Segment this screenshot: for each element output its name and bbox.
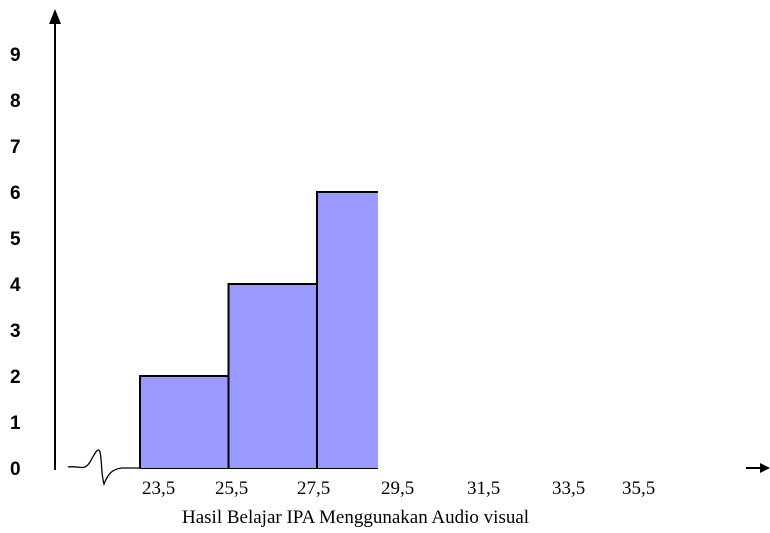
x-tick-label-6: 35,5 [622,478,655,499]
histogram-bars [139,191,378,468]
x-tick-label-0: 23,5 [142,478,175,499]
x-tick-label-5: 33,5 [552,478,585,499]
x-tick-label-2: 27,5 [297,478,330,499]
bar-0 [140,376,229,468]
y-tick-label-2: 2 [10,367,21,388]
y-tick-label-0: 0 [10,459,21,480]
y-tick-label-5: 5 [10,229,21,250]
y-tick-labels: 0 1 2 3 4 5 6 7 8 9 [10,45,21,480]
y-axis [49,9,61,470]
y-tick-label-6: 6 [10,183,21,204]
x-tick-label-3: 29,5 [381,478,414,499]
x-tick-label-4: 31,5 [467,478,500,499]
y-tick-label-9: 9 [10,45,21,66]
y-tick-label-1: 1 [10,413,21,434]
y-tick-label-4: 4 [10,275,21,296]
x-axis-label: Hasil Belajar IPA Menggunakan Audio visu… [182,507,529,528]
y-tick-label-8: 8 [10,91,21,112]
y-tick-label-7: 7 [10,137,21,158]
y-tick-label-3: 3 [10,321,21,342]
bar-outline-2 [316,191,378,468]
x-tick-label-1: 25,5 [215,478,248,499]
x-axis-arrow-icon [760,463,770,473]
y-axis-arrow-icon [49,9,61,24]
bar-1 [228,284,317,468]
x-tick-labels: 23,5 25,5 27,5 29,5 31,5 33,5 35,5 [142,478,655,499]
axis-break-icon [67,449,140,486]
bar-2 [317,192,378,468]
